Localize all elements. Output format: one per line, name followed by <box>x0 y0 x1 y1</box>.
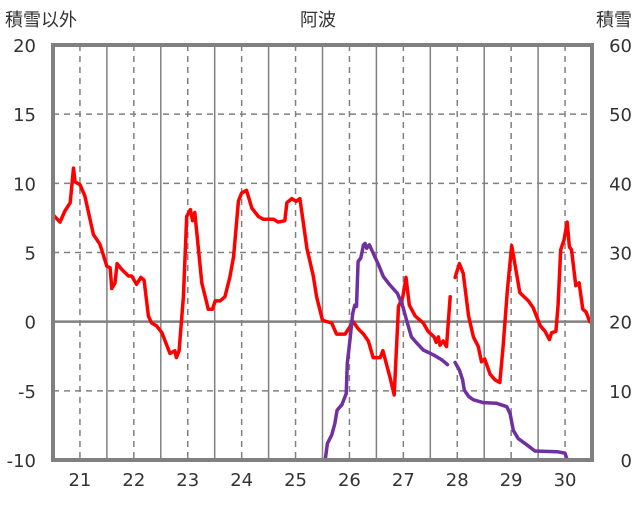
x-tick-label: 30 <box>554 470 577 491</box>
y-left-tick-label: 5 <box>25 244 36 265</box>
y-right-tick-label: 0 <box>621 451 632 472</box>
y-right-tick-label: 30 <box>609 244 632 265</box>
left-axis-label: 積雪以外 <box>5 10 77 31</box>
y-right-tick-label: 50 <box>609 105 632 126</box>
x-tick-label: 27 <box>392 470 415 491</box>
y-right-tick-label: 40 <box>609 174 632 195</box>
chart-title: 阿波 <box>300 10 336 31</box>
y-left-tick-label: -10 <box>7 451 36 472</box>
y-right-tick-label: 20 <box>609 313 632 334</box>
right-axis-label: 積雪 <box>596 10 632 31</box>
series-line-temperature <box>51 166 592 397</box>
x-tick-label: 29 <box>500 470 523 491</box>
y-left-tick-label: 20 <box>13 36 36 57</box>
y-right-tick-label: 60 <box>609 36 632 57</box>
x-tick-label: 25 <box>284 470 307 491</box>
plot-border <box>51 43 594 462</box>
y-left-tick-label: 15 <box>13 105 36 126</box>
y-left-tick-label: 0 <box>25 313 36 334</box>
series-lines <box>51 166 592 462</box>
y-left-tick-label: 10 <box>13 174 36 195</box>
y-right-tick-label: 10 <box>609 382 632 403</box>
grid <box>53 45 592 460</box>
x-tick-label: 21 <box>68 470 91 491</box>
x-tick-label: 22 <box>122 470 145 491</box>
series-line-snow-depth <box>51 241 592 462</box>
x-tick-label: 24 <box>230 470 253 491</box>
y-left-tick-label: -5 <box>18 382 36 403</box>
x-tick-label: 28 <box>446 470 469 491</box>
x-tick-label: 26 <box>338 470 361 491</box>
x-tick-label: 23 <box>176 470 199 491</box>
